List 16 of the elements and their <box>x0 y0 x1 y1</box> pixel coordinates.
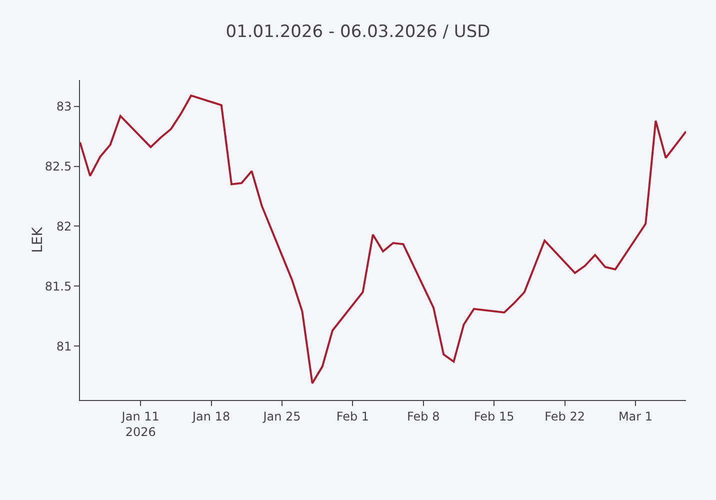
x-tick-label: Feb 8 <box>407 409 440 424</box>
y-tick-label: 83 <box>56 100 72 114</box>
chart-title: 01.01.2026 - 06.03.2026 / USD <box>226 22 490 42</box>
x-tick-label: Feb 22 <box>544 409 585 424</box>
x-tick-label: Feb 15 <box>474 409 514 424</box>
x-tick-label: Mar 1 <box>618 409 653 424</box>
x-tick-label: Jan 25 <box>262 409 301 424</box>
x-tick-label: Jan 11 2026 <box>120 409 160 439</box>
y-axis-title: LEK <box>30 226 46 253</box>
y-tick-label: 81 <box>56 339 72 354</box>
x-tick-label: Feb 1 <box>336 409 370 424</box>
x-tick-label: Jan 18 <box>192 409 230 424</box>
line-series <box>80 94 686 384</box>
y-tick-label: 82 <box>56 219 72 234</box>
y-tick-label: 82.5 <box>44 159 72 174</box>
y-tick-label: 81.5 <box>44 279 72 294</box>
